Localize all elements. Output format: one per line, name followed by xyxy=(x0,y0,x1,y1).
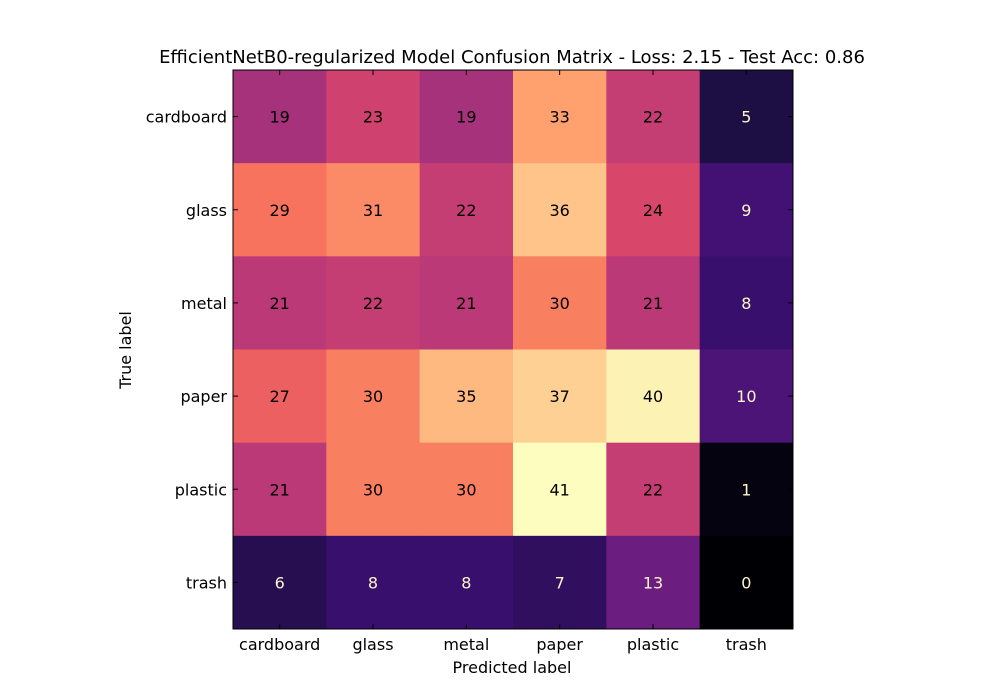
heatmap-cell xyxy=(419,256,514,350)
x-tick-label: plastic xyxy=(627,635,679,654)
cell-value-label: 13 xyxy=(643,573,663,592)
heatmap-cell xyxy=(419,163,514,257)
cell-value-label: 5 xyxy=(741,108,751,127)
heatmap-cell xyxy=(419,349,514,444)
heatmap-cell xyxy=(233,535,327,630)
axis-ticks: cardboard glass metal paper plastic trash card… xyxy=(146,70,793,654)
heatmap-cells: 19 23 19 33 22 5 29 31 22 36 24 9 21 22 21 30 21 8 27 30 35 3… xyxy=(233,70,794,630)
heatmap-cell xyxy=(419,442,514,537)
cell-value-label: 30 xyxy=(363,387,383,406)
cell-value-label: 22 xyxy=(643,480,663,499)
heatmap-cell xyxy=(606,163,701,257)
y-tick-label: plastic xyxy=(175,480,227,499)
heatmap-cell xyxy=(513,256,607,350)
cell-value-label: 19 xyxy=(269,108,289,127)
cell-value-label: 21 xyxy=(269,294,289,313)
cell-value-label: 31 xyxy=(363,201,383,220)
y-tick-label: metal xyxy=(181,294,227,313)
x-axis-label: Predicted label xyxy=(453,658,572,677)
chart-title: EfficientNetB0-regularized Model Confusi… xyxy=(159,47,865,68)
x-tick-label: metal xyxy=(443,635,489,654)
heatmap-cell xyxy=(326,256,421,350)
cell-value-label: 9 xyxy=(741,201,751,220)
cell-value-label: 41 xyxy=(549,480,569,499)
cell-value-label: 40 xyxy=(643,387,663,406)
cell-value-label: 29 xyxy=(269,201,289,220)
x-tick-label: trash xyxy=(726,635,767,654)
heatmap-cell xyxy=(699,256,794,350)
cell-value-label: 19 xyxy=(456,108,476,127)
cell-value-label: 22 xyxy=(456,201,476,220)
cell-value-label: 22 xyxy=(363,294,383,313)
cell-value-label: 8 xyxy=(741,294,751,313)
heatmap-cell xyxy=(699,349,794,444)
heatmap-cell xyxy=(699,163,794,257)
heatmap-cell xyxy=(513,535,607,630)
heatmap-cell xyxy=(513,70,607,164)
cell-value-label: 7 xyxy=(555,573,565,592)
heatmap-cell xyxy=(606,535,701,630)
heatmap-cell xyxy=(233,256,327,350)
cell-value-label: 27 xyxy=(269,387,289,406)
heatmap-cell xyxy=(233,349,327,444)
cell-value-label: 10 xyxy=(736,387,756,406)
heatmap-cell xyxy=(419,70,514,164)
heatmap-cell xyxy=(326,535,421,630)
y-tick-label: cardboard xyxy=(146,108,227,127)
x-tick-label: cardboard xyxy=(239,635,320,654)
cell-value-label: 33 xyxy=(549,108,569,127)
cell-value-label: 23 xyxy=(363,108,383,127)
heatmap-cell xyxy=(606,256,701,350)
heatmap-cell xyxy=(419,535,514,630)
heatmap-cell xyxy=(233,442,327,537)
cell-value-label: 37 xyxy=(549,387,569,406)
cell-value-label: 1 xyxy=(741,480,751,499)
heatmap-cell xyxy=(699,70,794,164)
cell-value-label: 30 xyxy=(456,480,476,499)
heatmap-cell xyxy=(606,442,701,537)
cell-value-label: 21 xyxy=(643,294,663,313)
cell-value-label: 21 xyxy=(456,294,476,313)
cell-value-label: 30 xyxy=(549,294,569,313)
cell-value-label: 21 xyxy=(269,480,289,499)
x-tick-label: paper xyxy=(536,635,583,654)
heatmap-cell xyxy=(513,163,607,257)
heatmap-cell xyxy=(326,442,421,537)
cell-value-label: 36 xyxy=(549,201,569,220)
plot-frame xyxy=(232,69,794,630)
heatmap-cell xyxy=(233,163,327,257)
heatmap-cell xyxy=(606,70,701,164)
y-tick-label: trash xyxy=(186,573,227,592)
cell-value-label: 8 xyxy=(368,573,378,592)
cell-value-label: 0 xyxy=(741,573,751,592)
heatmap-cell xyxy=(513,349,607,444)
heatmap-cell xyxy=(326,163,421,257)
heatmap-cell xyxy=(233,70,327,164)
y-axis-label: True label xyxy=(116,311,135,390)
cell-value-label: 24 xyxy=(643,201,663,220)
cell-value-label: 8 xyxy=(461,573,471,592)
heatmap-cell xyxy=(606,349,701,444)
cell-value-label: 30 xyxy=(363,480,383,499)
heatmap-cell xyxy=(326,349,421,444)
y-tick-label: glass xyxy=(186,201,227,220)
y-tick-label: paper xyxy=(180,387,227,406)
heatmap-cell xyxy=(699,442,794,537)
cell-value-label: 22 xyxy=(643,108,663,127)
heatmap-cell xyxy=(513,442,607,537)
x-tick-label: glass xyxy=(352,635,393,654)
heatmap-cell xyxy=(699,535,794,630)
cell-value-label: 35 xyxy=(456,387,476,406)
heatmap-cell xyxy=(326,70,421,164)
cell-value-label: 6 xyxy=(275,573,285,592)
